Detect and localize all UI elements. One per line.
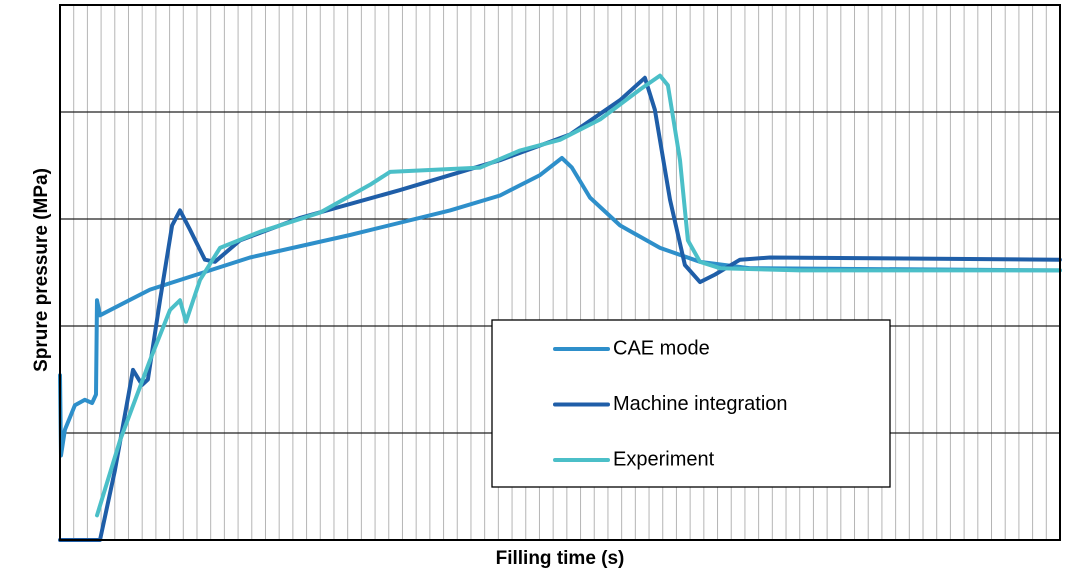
x-axis-label: Filling time (s) [496,548,625,569]
legend-label: CAE mode [613,337,710,359]
legend-label: Machine integration [613,393,788,415]
legend: CAE mode Machine integration Experiment [553,337,788,470]
plot-lines [58,73,1062,542]
plot-frame [59,4,1061,541]
data-line [58,156,1062,458]
data-line [95,73,1062,518]
y-axis-label: Sprure pressure (MPa) [31,168,52,372]
legend-label: Experiment [613,448,715,470]
